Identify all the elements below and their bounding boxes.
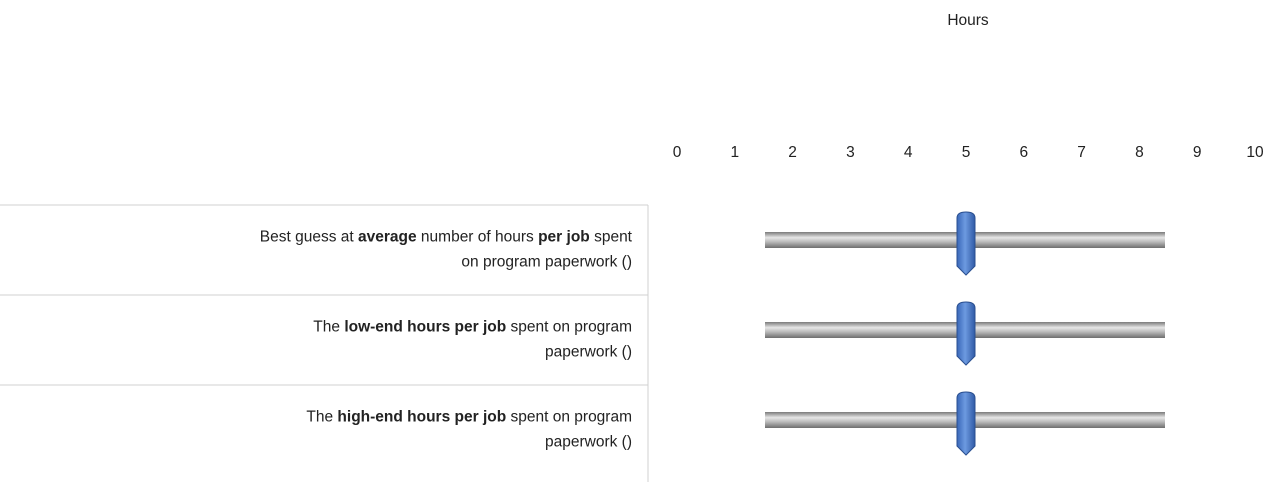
- question-label: The low-end hours per job spent on progr…: [313, 319, 632, 336]
- label-segment: paperwork (): [545, 344, 632, 361]
- scale-tick-label: 0: [673, 144, 682, 161]
- slider-handle[interactable]: [956, 301, 976, 366]
- label-segment: The: [313, 319, 344, 336]
- label-segment: high-end hours per job: [337, 409, 506, 426]
- label-segment: spent on program: [506, 409, 632, 426]
- label-segment: paperwork (): [545, 434, 632, 451]
- label-segment: spent on program: [506, 319, 632, 336]
- question-label: The high-end hours per job spent on prog…: [306, 409, 632, 426]
- scale-tick-label: 9: [1193, 144, 1202, 161]
- label-segment: Best guess at: [260, 229, 358, 246]
- scale-title: Hours: [947, 12, 989, 29]
- label-segment: average: [358, 229, 417, 246]
- scale-tick-label: 5: [962, 144, 971, 161]
- label-segment: number of hours: [417, 229, 538, 246]
- scale-tick-label: 4: [904, 144, 913, 161]
- label-segment: per job: [538, 229, 590, 246]
- question-label: paperwork (): [545, 344, 632, 361]
- scale-tick-label: 2: [788, 144, 797, 161]
- scale-tick-label: 1: [730, 144, 739, 161]
- label-segment: spent: [590, 229, 633, 246]
- scale-tick-label: 7: [1077, 144, 1086, 161]
- scale-tick-label: 8: [1135, 144, 1144, 161]
- scale-tick-label: 3: [846, 144, 855, 161]
- question-label: Best guess at average number of hours pe…: [260, 229, 633, 246]
- question-label: on program paperwork (): [461, 254, 632, 271]
- label-segment: on program paperwork (): [461, 254, 632, 271]
- label-segment: low-end hours per job: [344, 319, 506, 336]
- question-label: paperwork (): [545, 434, 632, 451]
- scale-tick-label: 6: [1019, 144, 1028, 161]
- slider-handle[interactable]: [956, 391, 976, 456]
- slider-handle[interactable]: [956, 211, 976, 276]
- label-segment: The: [306, 409, 337, 426]
- scale-tick-label: 10: [1246, 144, 1264, 161]
